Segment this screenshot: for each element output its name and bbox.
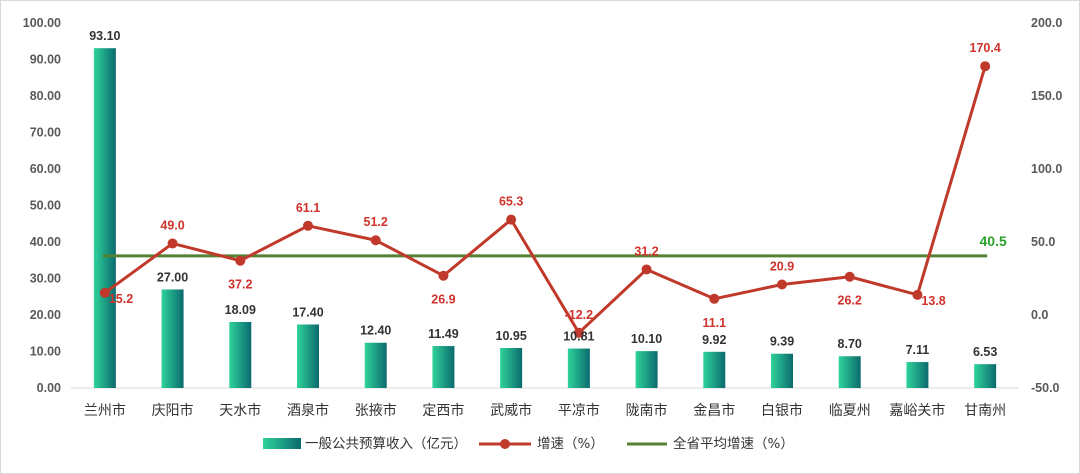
growth-data-label: 26.9 [431, 293, 455, 307]
bar [635, 351, 658, 388]
growth-point [844, 271, 855, 282]
bar-data-label: 9.92 [702, 333, 726, 347]
y-left-tick-label: 10.00 [30, 345, 61, 359]
bar [432, 346, 455, 388]
bar-data-label: 27.00 [157, 270, 188, 284]
growth-point [235, 255, 246, 266]
x-tick-label: 定西市 [422, 402, 464, 419]
y-left-tick-label: 50.00 [30, 199, 61, 213]
bar-data-label: 12.40 [360, 324, 391, 338]
y-right-tick-label: 100.0 [1031, 162, 1062, 176]
growth-point [370, 235, 381, 246]
growth-data-label: 20.9 [770, 259, 794, 273]
y-left-tick-label: 40.00 [30, 235, 61, 249]
x-tick-label: 嘉峪关市 [889, 402, 945, 419]
bar [500, 348, 523, 388]
legend-line-label: 增速（%） [537, 436, 604, 452]
x-tick-label: 陇南市 [626, 402, 668, 419]
y-right-tick-label: 200.0 [1031, 16, 1062, 30]
y-right-tick-label: -50.0 [1031, 381, 1060, 395]
growth-data-label: 11.1 [702, 316, 726, 330]
growth-point [303, 220, 313, 231]
y-left-tick-label: 0.00 [37, 381, 61, 395]
growth-point [641, 264, 652, 275]
y-right-tick-label: 50.0 [1031, 235, 1055, 249]
bar-data-label: 10.95 [496, 329, 527, 343]
bar [297, 324, 319, 388]
bar [567, 348, 590, 388]
y-left-tick-label: 80.00 [30, 89, 61, 103]
x-tick-label: 平凉市 [558, 402, 600, 419]
y-left-tick-label: 20.00 [30, 308, 61, 322]
bar-data-label: 8.70 [838, 337, 862, 351]
growth-data-label: 170.4 [970, 41, 1001, 55]
growth-data-label: 13.8 [921, 294, 945, 308]
growth-data-label: 37.2 [228, 278, 252, 292]
y-left-tick-label: 60.00 [30, 162, 61, 176]
y-left-tick-label: 70.00 [30, 126, 61, 140]
y-right-tick-label: 150.0 [1031, 89, 1062, 103]
x-tick-label: 天水市 [219, 402, 261, 419]
bar-data-label: 10.10 [631, 332, 662, 346]
x-tick-label: 庆阳市 [152, 402, 194, 419]
growth-data-label: 26.2 [838, 294, 862, 308]
legend-bar-label: 一般公共预算收入（亿元） [305, 436, 467, 452]
bar-data-label: 11.49 [428, 327, 459, 341]
x-tick-label: 张掖市 [355, 402, 397, 419]
growth-point [980, 61, 991, 72]
growth-point [709, 293, 720, 304]
bar [703, 351, 726, 388]
growth-series-line [103, 65, 987, 335]
growth-point [167, 238, 178, 249]
growth-point [506, 214, 517, 225]
bar [974, 364, 997, 388]
bar [161, 289, 184, 388]
growth-point [573, 327, 584, 338]
growth-data-label: 61.1 [296, 201, 320, 215]
bar-data-label: 7.11 [906, 343, 930, 357]
growth-point [777, 279, 787, 290]
growth-point [99, 287, 110, 298]
bar-data-label: 17.40 [292, 305, 323, 319]
legend-bar-swatch [263, 438, 301, 449]
bar-data-label: 10.81 [563, 330, 594, 344]
average-data-label: 40.5 [980, 233, 1007, 249]
x-tick-label: 酒泉市 [287, 402, 329, 419]
bar [838, 356, 861, 388]
bar [364, 342, 387, 388]
growth-data-label: -12.2 [565, 308, 594, 322]
x-tick-label: 兰州市 [84, 402, 126, 419]
y-left-tick-label: 90.00 [30, 53, 61, 67]
growth-data-label: 31.2 [634, 244, 658, 258]
legend-line-marker [500, 439, 510, 449]
x-tick-label: 甘南州 [964, 403, 1006, 419]
growth-data-label: 15.2 [109, 292, 133, 306]
legend-avg-label: 全省平均增速（%） [673, 435, 794, 452]
y-left-tick-label: 100.00 [23, 16, 61, 30]
legend: 一般公共预算收入（亿元） 增速（%） 全省平均增速（%） [263, 435, 794, 452]
growth-data-label: 65.3 [499, 195, 523, 209]
bar-data-label: 18.09 [225, 303, 256, 317]
bar [93, 48, 116, 389]
growth-point [438, 270, 449, 281]
bar [906, 362, 929, 388]
bar-data-label: 9.39 [770, 335, 794, 349]
x-tick-label: 武威市 [490, 402, 532, 419]
bar-data-label: 93.10 [89, 29, 120, 43]
x-tick-label: 临夏州 [829, 403, 871, 419]
growth-data-label: 49.0 [160, 218, 184, 232]
bar [229, 321, 252, 388]
growth-point [912, 289, 923, 300]
y-left-tick-label: 30.00 [30, 272, 61, 286]
growth-data-label: 51.2 [364, 215, 388, 229]
x-tick-label: 白银市 [761, 402, 803, 419]
x-tick-label: 金昌市 [693, 402, 735, 419]
bar [771, 353, 793, 388]
bar-data-label: 6.53 [973, 345, 997, 359]
y-right-tick-label: 0.0 [1031, 308, 1048, 322]
